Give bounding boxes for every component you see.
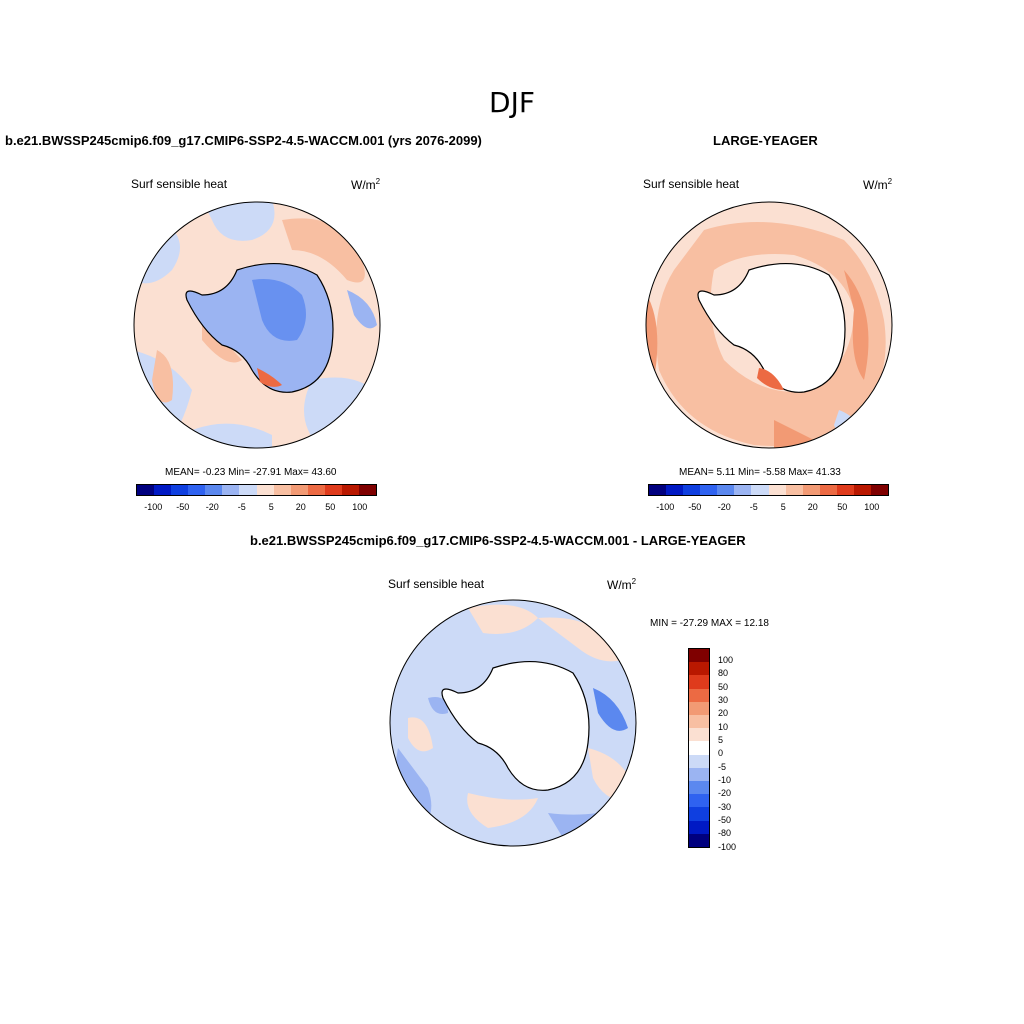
colorbar-swatch [341, 485, 360, 495]
colorbar-swatch [683, 485, 701, 495]
colorbar-swatch [853, 485, 872, 495]
colorbar-swatch [689, 741, 709, 755]
colorbar-swatch [819, 485, 837, 495]
colorbar-swatch [689, 781, 709, 795]
colorbar-swatch [256, 485, 274, 495]
model-units-label: W/m2 [351, 177, 381, 192]
colorbar-tick-label: -50 [688, 502, 702, 512]
colorbar-swatch [171, 485, 189, 495]
colorbar-swatch [734, 485, 752, 495]
colorbar-swatch [802, 485, 820, 495]
colorbar-swatch [649, 485, 667, 495]
colorbar-tick-label: -100 [144, 502, 163, 512]
model-colorbar-labels: -100 -50 -20 -5 5 20 50 100 [136, 502, 377, 514]
colorbar-swatch [836, 485, 854, 495]
colorbar-tick-label: -5 [718, 761, 727, 772]
colorbar-swatch [689, 715, 709, 729]
model-colorbar [136, 484, 377, 496]
diff-colorbar [688, 648, 710, 848]
colorbar-tick-label: 50 [718, 681, 729, 692]
colorbar-tick-label: -80 [718, 828, 732, 839]
colorbar-tick-label: -5 [749, 502, 758, 512]
model-polar-map [133, 201, 381, 449]
colorbar-swatch [689, 807, 709, 821]
obs-units-label: W/m2 [863, 177, 893, 192]
colorbar-swatch [700, 485, 718, 495]
colorbar-swatch [768, 485, 786, 495]
model-stats: MEAN= -0.23 Min= -27.91 Max= 43.60 [165, 467, 337, 478]
colorbar-swatch [205, 485, 223, 495]
colorbar-tick-label: -10 [718, 775, 732, 785]
figure-title: DJF [489, 86, 535, 119]
colorbar-tick-label: 5 [780, 502, 786, 512]
colorbar-tick-label: 0 [718, 748, 724, 759]
model-panel-title: b.e21.BWSSP245cmip6.f09_g17.CMIP6-SSP2-4… [5, 133, 482, 148]
colorbar-tick-label: 20 [295, 502, 306, 512]
colorbar-swatch [222, 485, 240, 495]
colorbar-swatch [689, 754, 709, 768]
colorbar-swatch [689, 767, 709, 782]
colorbar-swatch [689, 820, 709, 834]
diff-antarctica [441, 661, 590, 791]
colorbar-tick-label: -20 [205, 502, 219, 512]
colorbar-tick-label: 100 [352, 502, 368, 512]
colorbar-tick-label: 50 [325, 502, 336, 512]
colorbar-tick-label: -30 [718, 801, 732, 812]
colorbar-swatch [666, 485, 684, 495]
colorbar-swatch [290, 485, 308, 495]
colorbar-swatch [239, 485, 257, 495]
colorbar-swatch [751, 485, 769, 495]
colorbar-tick-label: 10 [718, 721, 729, 732]
colorbar-tick-label: 50 [837, 502, 848, 512]
colorbar-swatch [871, 485, 889, 495]
colorbar-tick-label: -100 [718, 841, 737, 852]
obs-stats: MEAN= 5.11 Min= -5.58 Max= 41.33 [679, 467, 841, 478]
obs-polar-map [645, 201, 893, 449]
diff-units-label: W/m2 [607, 577, 637, 592]
colorbar-tick-label: -50 [176, 502, 190, 512]
colorbar-swatch [307, 485, 325, 495]
colorbar-tick-label: -50 [718, 815, 732, 825]
colorbar-swatch [137, 485, 155, 495]
colorbar-swatch [359, 485, 377, 495]
colorbar-swatch [689, 649, 709, 663]
colorbar-swatch [689, 833, 709, 848]
colorbar-swatch [689, 794, 709, 808]
colorbar-tick-label: -20 [718, 788, 732, 799]
diff-stats: MIN = -27.29 MAX = 12.18 [650, 618, 769, 629]
colorbar-swatch [717, 485, 735, 495]
colorbar-tick-label: 5 [268, 502, 274, 512]
obs-panel-title: LARGE-YEAGER [713, 133, 818, 148]
colorbar-tick-label: 100 [864, 502, 880, 512]
colorbar-swatch [689, 688, 709, 702]
diff-panel-title: b.e21.BWSSP245cmip6.f09_g17.CMIP6-SSP2-4… [250, 533, 746, 548]
colorbar-swatch [154, 485, 172, 495]
obs-variable-label: Surf sensible heat [643, 177, 740, 191]
colorbar-swatch [273, 485, 291, 495]
colorbar-tick-label: 20 [718, 708, 729, 719]
diff-colorbar-labels: 100 80 50 30 20 10 5 0 -5 -10 -20 -30 -50 -80 -100 [718, 648, 758, 852]
colorbar-tick-label: 80 [718, 668, 729, 679]
colorbar-tick-label: 100 [718, 655, 734, 665]
colorbar-tick-label: 5 [718, 735, 724, 745]
obs-colorbar [648, 484, 889, 496]
colorbar-swatch [689, 728, 709, 742]
colorbar-swatch [689, 662, 709, 676]
colorbar-swatch [689, 675, 709, 689]
colorbar-swatch [689, 701, 709, 716]
colorbar-tick-label: 30 [718, 695, 729, 705]
obs-colorbar-labels: -100 -50 -20 -5 5 20 50 100 [648, 502, 889, 514]
colorbar-tick-label: -5 [237, 502, 246, 512]
colorbar-swatch [188, 485, 206, 495]
diff-variable-label: Surf sensible heat [388, 577, 485, 591]
colorbar-swatch [324, 485, 342, 495]
model-variable-label: Surf sensible heat [131, 177, 228, 191]
colorbar-swatch [785, 485, 803, 495]
colorbar-tick-label: -20 [717, 502, 731, 512]
colorbar-tick-label: -100 [656, 502, 675, 512]
colorbar-tick-label: 20 [807, 502, 818, 512]
diff-polar-map [389, 599, 637, 847]
